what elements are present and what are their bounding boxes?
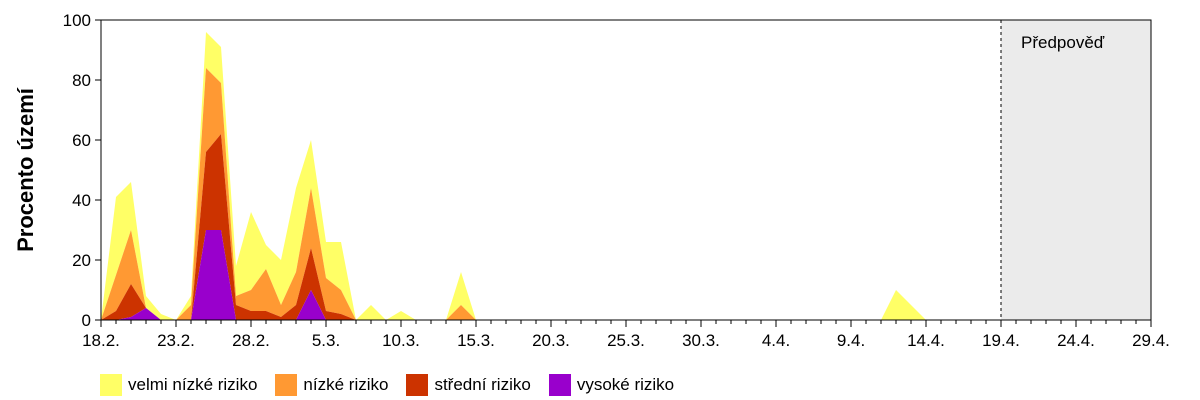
legend-item-very-low: velmi nízké riziko xyxy=(100,374,257,396)
legend-item-high: vysoké riziko xyxy=(548,374,675,396)
legend: velmi nízké riziko nízké riziko střední … xyxy=(100,372,692,398)
legend-label: střední riziko xyxy=(434,375,531,394)
forecast-region: Předpověď xyxy=(1000,20,1151,320)
x-tick-label: 25.3. xyxy=(607,331,645,350)
legend-label: nízké riziko xyxy=(303,375,389,394)
y-tick-label: 20 xyxy=(72,251,91,270)
axes: 0 20 40 60 80 100 18.2. 23.2. 28.2. 5.3. 10.3. 15.3… xyxy=(63,11,1170,350)
risk-area-chart: Předpověď 0 20 40 60 80 100 18.2. 23.2. 28.2. 5.3… xyxy=(13,11,1170,350)
area-series xyxy=(101,230,476,320)
forecast-background xyxy=(1001,20,1151,320)
x-tick-label: 15.3. xyxy=(457,331,495,350)
x-tick-label: 23.2. xyxy=(157,331,195,350)
area-series xyxy=(101,134,476,320)
x-tick-label: 5.3. xyxy=(312,331,340,350)
legend-label: vysoké riziko xyxy=(576,375,675,394)
y-tick-label: 100 xyxy=(63,11,91,30)
area-series xyxy=(101,32,476,320)
y-axis-label: Procento území xyxy=(13,87,38,252)
area-series xyxy=(101,68,476,320)
legend-swatch xyxy=(100,374,122,396)
legend-swatch xyxy=(548,374,571,396)
y-tick-label: 0 xyxy=(82,311,91,330)
y-tick-label: 60 xyxy=(72,131,91,150)
legend-item-medium: střední riziko xyxy=(406,374,531,396)
y-tick-label: 40 xyxy=(72,191,91,210)
legend-swatch xyxy=(275,374,298,396)
legend-item-low: nízké riziko xyxy=(275,374,388,396)
legend-label: velmi nízké riziko xyxy=(128,375,258,394)
y-tick-label: 80 xyxy=(72,71,91,90)
x-tick-label: 10.3. xyxy=(382,331,420,350)
x-tick-label: 28.2. xyxy=(232,331,270,350)
x-tick-label: 19.4. xyxy=(982,331,1020,350)
area-series xyxy=(881,290,926,320)
x-tick-label: 18.2. xyxy=(82,331,120,350)
stacked-areas xyxy=(101,32,926,320)
legend-swatch xyxy=(406,374,429,396)
forecast-label: Předpověď xyxy=(1021,33,1105,52)
x-tick-label: 9.4. xyxy=(837,331,865,350)
x-tick-label: 20.3. xyxy=(532,331,570,350)
x-tick-label: 24.4. xyxy=(1057,331,1095,350)
x-tick-label: 29.4. xyxy=(1132,331,1170,350)
x-tick-label: 4.4. xyxy=(762,331,790,350)
x-tick-label: 14.4. xyxy=(907,331,945,350)
x-tick-label: 30.3. xyxy=(682,331,720,350)
